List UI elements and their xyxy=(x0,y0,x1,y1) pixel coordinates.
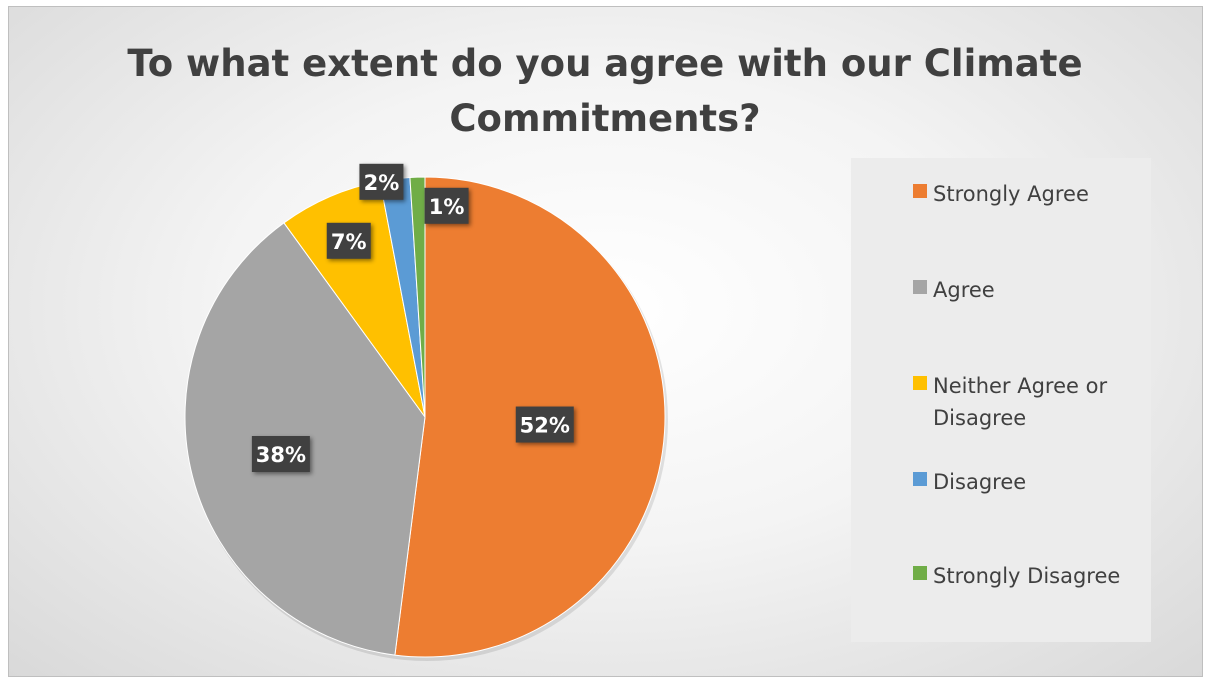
data-label: 7% xyxy=(326,222,371,259)
legend-swatch xyxy=(913,376,927,390)
data-label: 2% xyxy=(359,163,404,200)
legend-item-strongly-disagree: Strongly Disagree xyxy=(913,560,1158,592)
data-label: 38% xyxy=(251,436,310,473)
legend-label: Agree xyxy=(933,278,995,302)
legend-swatch xyxy=(913,472,927,486)
svg-text:2%: 2% xyxy=(364,171,400,195)
legend-label: Strongly Agree xyxy=(933,182,1089,206)
legend-item-disagree: Disagree xyxy=(913,466,1158,498)
svg-text:52%: 52% xyxy=(520,414,570,438)
legend-item-agree: Agree xyxy=(913,274,1158,306)
chart-title: To what extent do you agree with our Cli… xyxy=(127,42,1083,140)
pie-slice-strongly-disagree xyxy=(409,176,426,418)
legend-label: Strongly Disagree xyxy=(933,564,1121,588)
svg-text:7%: 7% xyxy=(331,230,367,254)
legend-label: Disagree xyxy=(933,470,1027,494)
legend-swatch xyxy=(913,184,927,198)
legend-swatch xyxy=(913,566,927,580)
svg-text:38%: 38% xyxy=(256,443,306,467)
legend-item-neither-agree-or-disagree: Neither Agree or Disagree xyxy=(913,370,1158,434)
legend: Strongly Agree Agree Neither Agree or Disa… xyxy=(851,158,1151,642)
data-label: 1% xyxy=(424,187,469,224)
svg-text:1%: 1% xyxy=(429,195,465,219)
legend-swatch xyxy=(913,280,927,294)
legend-item-strongly-agree: Strongly Agree xyxy=(913,178,1158,210)
legend-label: Neither Agree or Disagree xyxy=(933,374,1108,430)
data-label: 52% xyxy=(515,406,574,443)
